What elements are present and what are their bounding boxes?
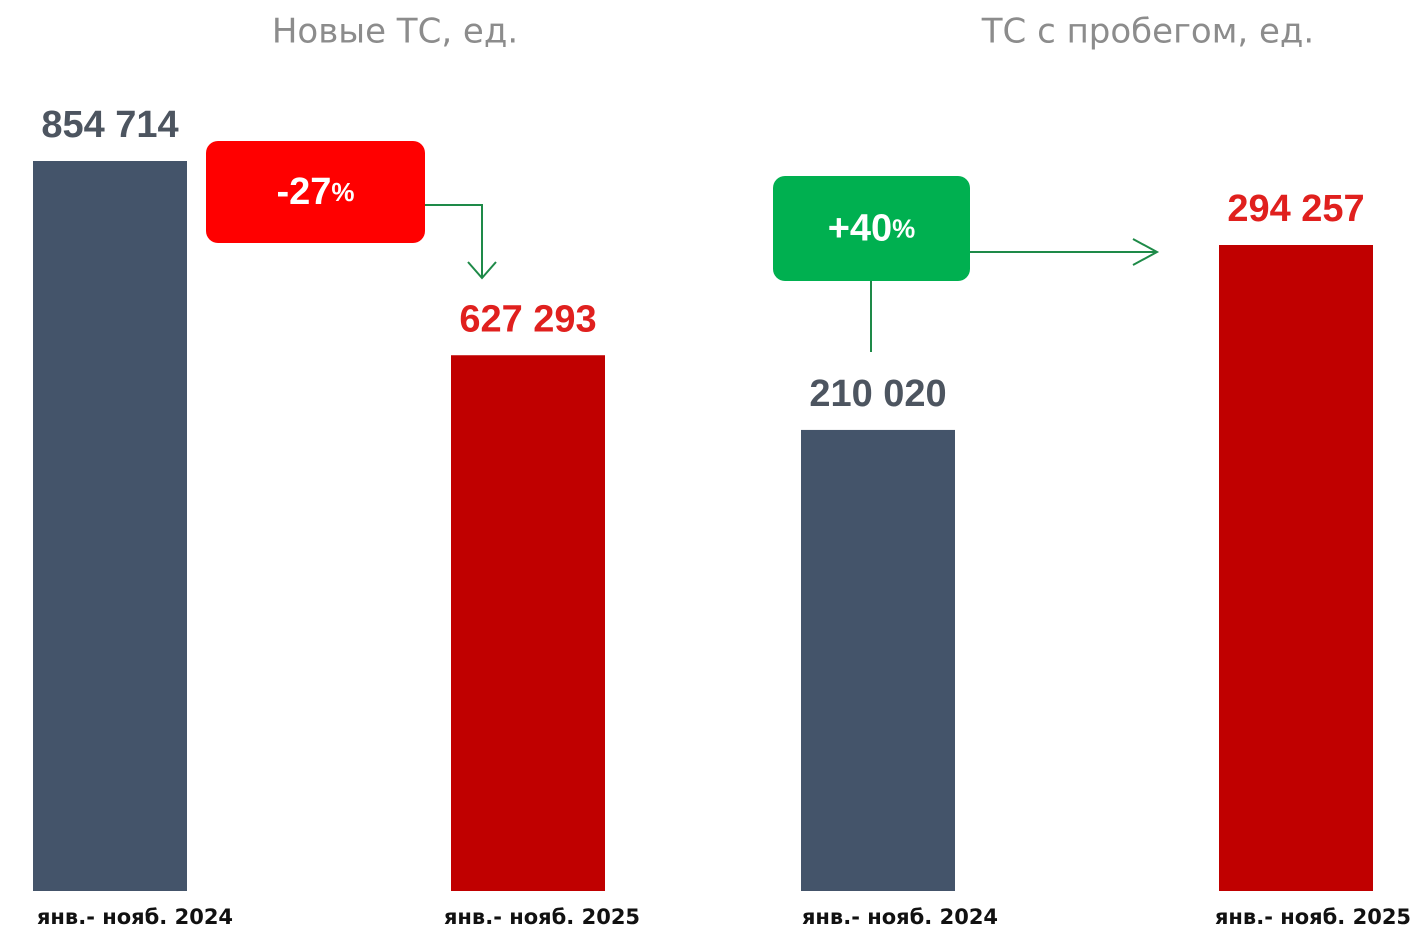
value-label: 294 257 (1227, 188, 1364, 230)
bar (1219, 245, 1373, 891)
bar (33, 161, 187, 891)
change-value: +40 (828, 208, 892, 250)
chart-title: Новые ТС, ед. (272, 12, 518, 52)
value-label: 210 020 (809, 373, 946, 415)
x-tick-label: янв.- нояб. 2025 (444, 905, 640, 929)
x-tick-label: янв.- нояб. 2024 (802, 905, 998, 929)
bar (451, 355, 605, 891)
value-label: 854 714 (41, 104, 178, 146)
bar (801, 429, 955, 891)
change-badge (773, 176, 970, 281)
change-badge (206, 141, 425, 243)
arrow (425, 204, 497, 280)
change-unit: % (892, 213, 915, 243)
x-tick-label: янв.- нояб. 2025 (1215, 905, 1411, 929)
change-unit: % (331, 177, 354, 207)
change-label: -27% (276, 171, 354, 213)
change-value: -27 (276, 171, 331, 213)
arrow (870, 238, 1160, 352)
change-label: +40% (828, 208, 916, 250)
value-label: 627 293 (459, 298, 596, 340)
x-tick-label: янв.- нояб. 2024 (37, 905, 233, 929)
chart-title: ТС с пробегом, ед. (981, 12, 1314, 52)
